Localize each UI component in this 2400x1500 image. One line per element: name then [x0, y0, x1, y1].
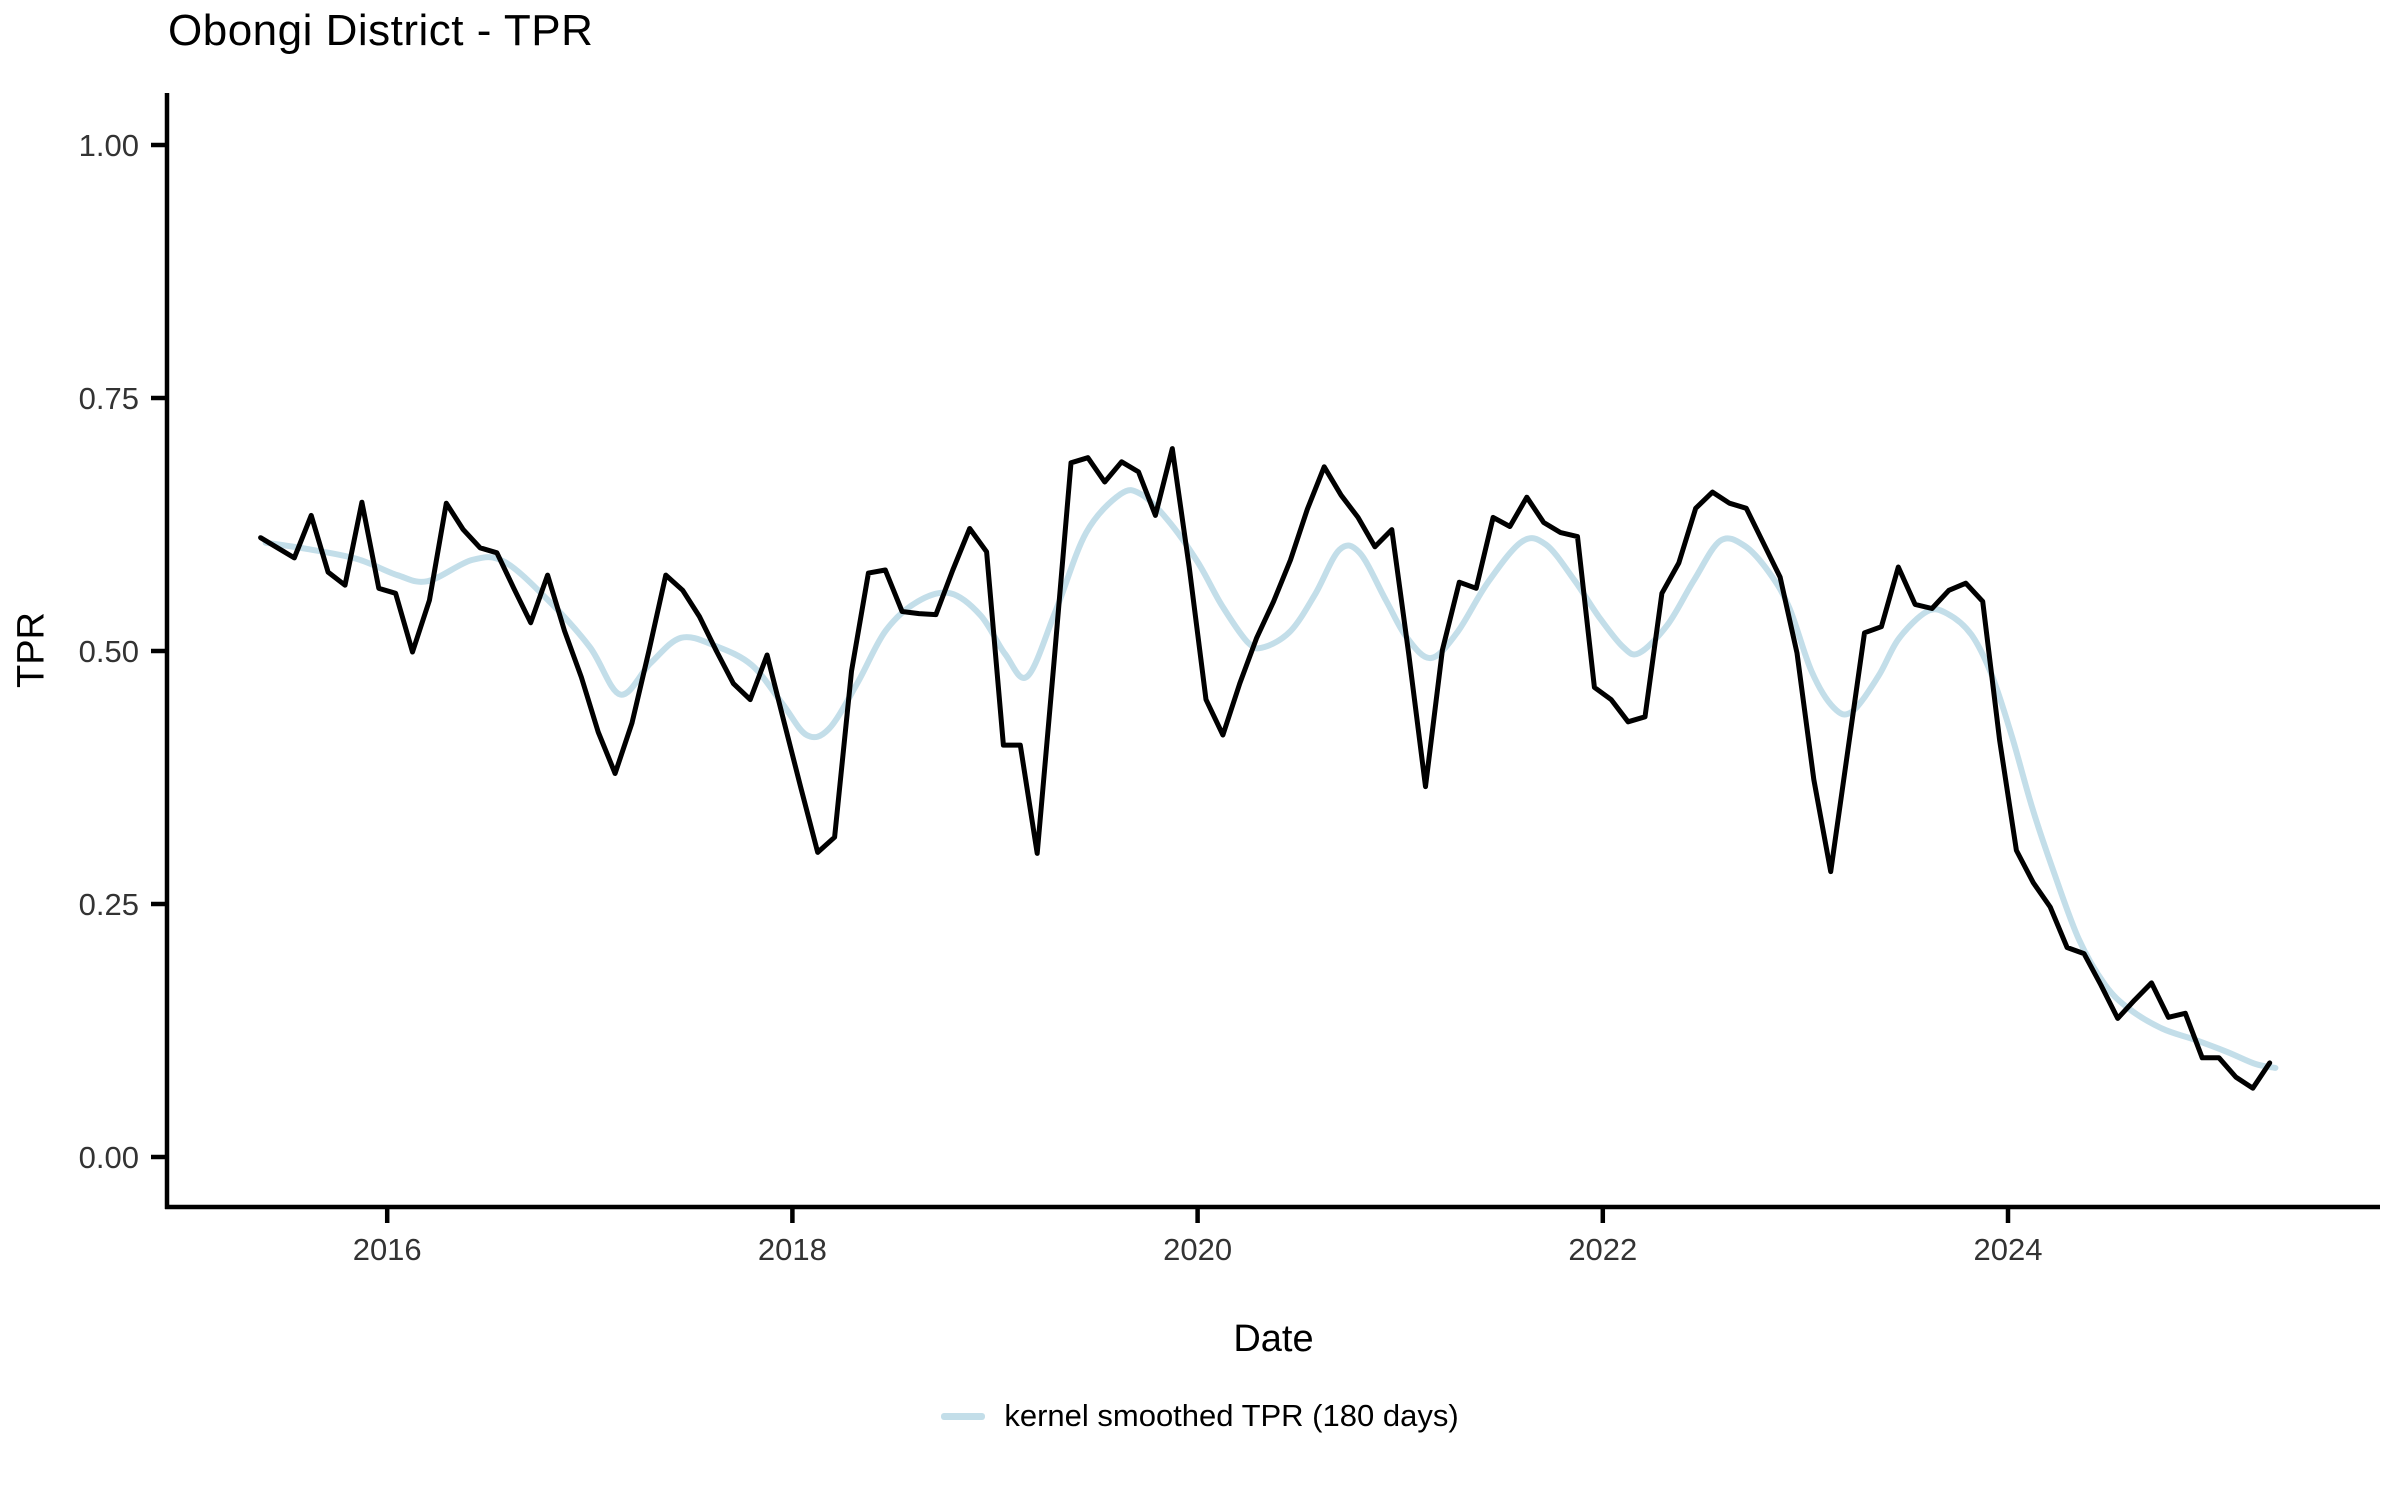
x-tick-label: 2024 — [1974, 1232, 2043, 1267]
y-tick-label: 0.00 — [79, 1140, 139, 1175]
smoothed-tpr-line — [262, 487, 2279, 1071]
x-tick-label: 2018 — [758, 1232, 827, 1267]
legend-line-swatch — [941, 1412, 986, 1420]
y-tick-label: 1.00 — [79, 128, 139, 163]
y-axis-title: TPR — [10, 612, 53, 688]
raw-tpr-line — [258, 446, 2273, 1091]
x-axis-title: Date — [1233, 1318, 1314, 1360]
x-tick-label: 2016 — [353, 1232, 422, 1267]
x-tick-label: 2020 — [1163, 1232, 1232, 1267]
chart-title: Obongi District - TPR — [168, 6, 594, 55]
legend: kernel smoothed TPR (180 days) — [0, 1398, 2400, 1434]
x-tick-label: 2022 — [1568, 1232, 1637, 1267]
legend-label: kernel smoothed TPR (180 days) — [1004, 1398, 1459, 1433]
y-tick-label: 0.25 — [79, 887, 139, 922]
y-tick-label: 0.50 — [79, 634, 139, 669]
y-tick-label: 0.75 — [79, 381, 139, 416]
